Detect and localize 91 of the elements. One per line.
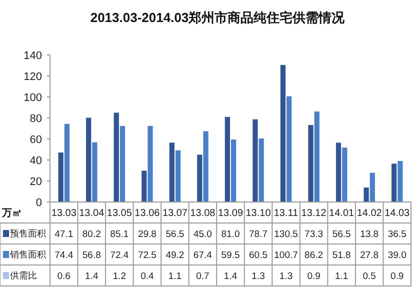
chart-title: 2013.03-2014.03郑州市商品纯住宅供需情况: [90, 10, 346, 25]
bar: [114, 112, 119, 202]
bar: [342, 148, 348, 202]
bar: [120, 126, 126, 202]
data-label: 1.3: [279, 270, 293, 282]
bar: [258, 138, 264, 202]
data-label: 49.2: [166, 250, 184, 261]
y-tick-label: 20: [30, 176, 42, 188]
bar: [392, 164, 397, 202]
data-label: 78.7: [249, 228, 268, 240]
y-tick-label: 0: [36, 196, 42, 209]
data-label: 1.4: [224, 270, 238, 282]
data-label: 72.4: [110, 250, 129, 261]
y-tick-label: 40: [30, 154, 42, 167]
data-label: 1.1: [168, 270, 182, 282]
x-tick-label: 13.07: [162, 208, 188, 219]
bar: [175, 150, 181, 202]
y-tick-label: 80: [30, 112, 42, 125]
data-label: 59.5: [221, 250, 240, 261]
data-label: 1.1: [334, 270, 348, 282]
x-tick-label: 13.10: [246, 208, 272, 219]
y-tick-label: 140: [24, 50, 42, 62]
bar: [86, 118, 92, 202]
data-label: 0.4: [140, 270, 154, 282]
y-tick-label: 100: [24, 92, 42, 104]
x-tick-label: 13.11: [274, 208, 299, 219]
bar: [92, 142, 98, 202]
data-label: 67.4: [193, 250, 212, 261]
data-label: 0.9: [307, 270, 320, 282]
y-tick-label: 60: [30, 134, 42, 146]
bar: [169, 142, 174, 202]
data-label: 130.5: [274, 228, 298, 240]
data-label: 80.2: [82, 228, 101, 240]
x-tick-label: 13.08: [190, 208, 216, 219]
legend-label: 供需比: [10, 270, 37, 281]
data-label: 100.7: [274, 250, 298, 261]
data-label: 27.8: [360, 250, 379, 261]
y-tick-label: 120: [24, 70, 42, 83]
bar: [286, 96, 292, 202]
bar: [252, 119, 258, 202]
x-tick-label: 14.03: [384, 208, 410, 219]
x-tick-label: 13.04: [79, 208, 105, 219]
data-label: 47.1: [54, 228, 74, 240]
y-axis-title: 万㎡: [1, 208, 22, 219]
data-label: 45.0: [193, 228, 212, 240]
bar: [336, 142, 342, 202]
data-label: 86.2: [304, 250, 324, 261]
bar: [142, 170, 147, 202]
data-label: 0.6: [57, 270, 70, 282]
data-label: 36.5: [388, 228, 406, 240]
bar: [364, 188, 369, 202]
data-label: 13.8: [360, 228, 379, 240]
data-label: 60.5: [249, 250, 268, 261]
bar: [203, 131, 208, 202]
data-label: 72.5: [138, 250, 156, 261]
data-label: 39.0: [388, 250, 406, 261]
legend-label: 预售面积: [10, 228, 46, 239]
bar: [148, 126, 153, 202]
data-label: 29.8: [138, 228, 156, 240]
bar: [58, 152, 64, 202]
bar: [370, 172, 375, 202]
legend-label: 销售面积: [9, 250, 46, 260]
data-label: 73.3: [304, 228, 324, 240]
data-label: 81.0: [221, 228, 240, 240]
x-tick-label: 13.05: [106, 208, 132, 219]
data-label: 56.5: [166, 228, 184, 240]
bar: [64, 124, 70, 202]
bar: [280, 64, 286, 202]
bar: [231, 140, 236, 202]
bar: [314, 111, 320, 202]
bar: [197, 154, 202, 202]
x-tick-label: 13.03: [51, 208, 77, 219]
data-label: 51.8: [332, 250, 351, 261]
data-label: 1.2: [112, 270, 126, 282]
x-tick-label: 14.02: [356, 208, 382, 219]
data-label: 0.5: [362, 270, 376, 282]
x-tick-label: 13.09: [218, 208, 244, 219]
data-label: 1.4: [85, 270, 98, 282]
bar: [398, 161, 403, 202]
data-label: 0.7: [196, 270, 210, 282]
bar: [308, 125, 314, 202]
x-tick-label: 13.12: [301, 208, 327, 219]
data-label: 56.8: [82, 250, 101, 261]
bar: [224, 116, 230, 202]
data-label: 74.4: [54, 250, 74, 261]
x-tick-label: 13.06: [134, 208, 160, 219]
data-label: 1.3: [252, 270, 265, 282]
data-label: 85.1: [110, 228, 129, 240]
x-tick-label: 14.01: [329, 208, 355, 219]
data-label: 0.9: [390, 270, 404, 282]
data-label: 56.5: [332, 228, 351, 240]
